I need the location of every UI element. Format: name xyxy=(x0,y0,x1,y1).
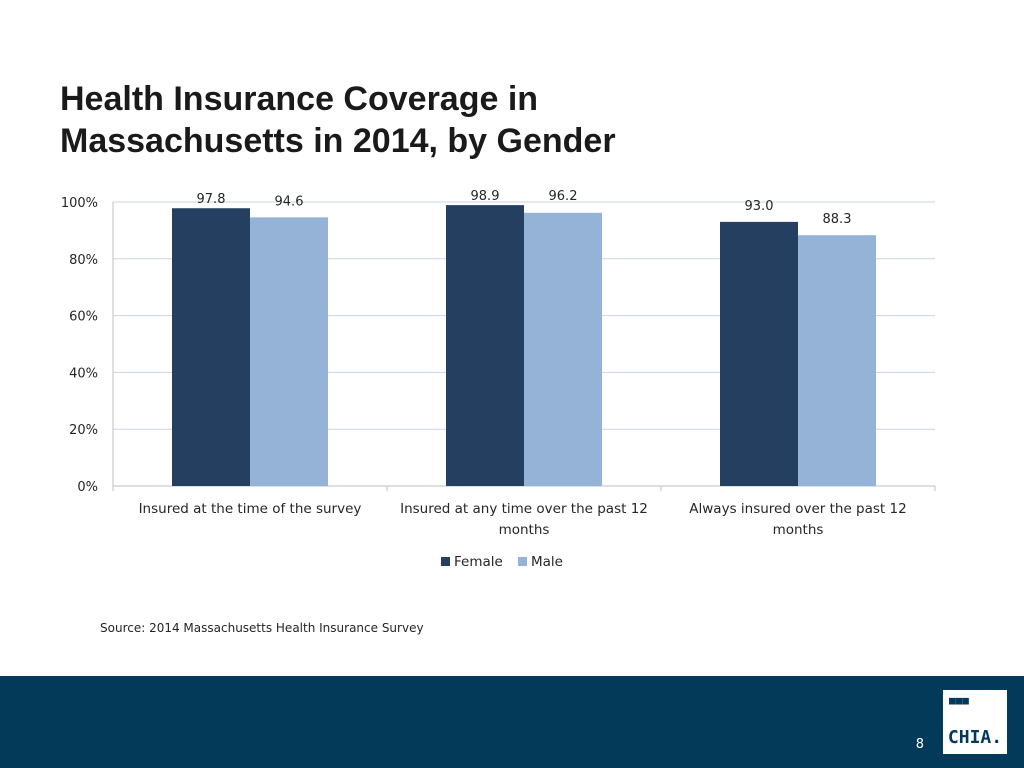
bar-female xyxy=(446,205,524,486)
title-line-1: Health Insurance Coverage in xyxy=(60,80,539,118)
y-tick-label: 100% xyxy=(61,196,98,211)
slide-title: Health Insurance Coverage in Massachuset… xyxy=(60,78,860,162)
data-label: 93.0 xyxy=(745,199,774,214)
y-tick-label: 0% xyxy=(77,480,98,495)
y-tick-label: 20% xyxy=(69,423,98,438)
data-label: 94.6 xyxy=(275,194,304,209)
category-label: months xyxy=(499,522,550,538)
category-label: Insured at any time over the past 12 xyxy=(400,501,648,517)
data-label: 96.2 xyxy=(549,189,578,204)
bar-male xyxy=(524,212,602,487)
data-label: 88.3 xyxy=(823,212,852,227)
logo-dots: ■■■ xyxy=(949,694,969,707)
legend-label-female: Female xyxy=(454,554,503,570)
y-tick-label: 60% xyxy=(69,310,98,325)
logo-text: CHIA. xyxy=(947,727,1003,748)
bar-male xyxy=(798,235,876,486)
source-note: Source: 2014 Massachusetts Health Insura… xyxy=(100,621,424,635)
category-label: months xyxy=(773,522,824,538)
bar-female xyxy=(720,221,798,486)
bar-male xyxy=(250,217,328,486)
title-line-2: Massachusetts in 2014, by Gender xyxy=(60,122,616,160)
legend-swatch-female xyxy=(441,557,450,566)
category-label: Always insured over the past 12 xyxy=(689,501,906,517)
category-label: Insured at the time of the survey xyxy=(139,501,362,517)
legend-swatch-male xyxy=(518,557,527,566)
data-label: 97.8 xyxy=(197,192,226,207)
footer-bar: 8 xyxy=(0,676,1024,768)
y-tick-label: 40% xyxy=(69,366,98,381)
page-number: 8 xyxy=(915,737,924,752)
data-label: 98.9 xyxy=(471,189,500,204)
chia-logo: ■■■ CHIA. xyxy=(943,690,1007,754)
y-tick-label: 80% xyxy=(69,253,98,268)
bar-female xyxy=(172,208,250,487)
legend-label-male: Male xyxy=(531,554,563,570)
